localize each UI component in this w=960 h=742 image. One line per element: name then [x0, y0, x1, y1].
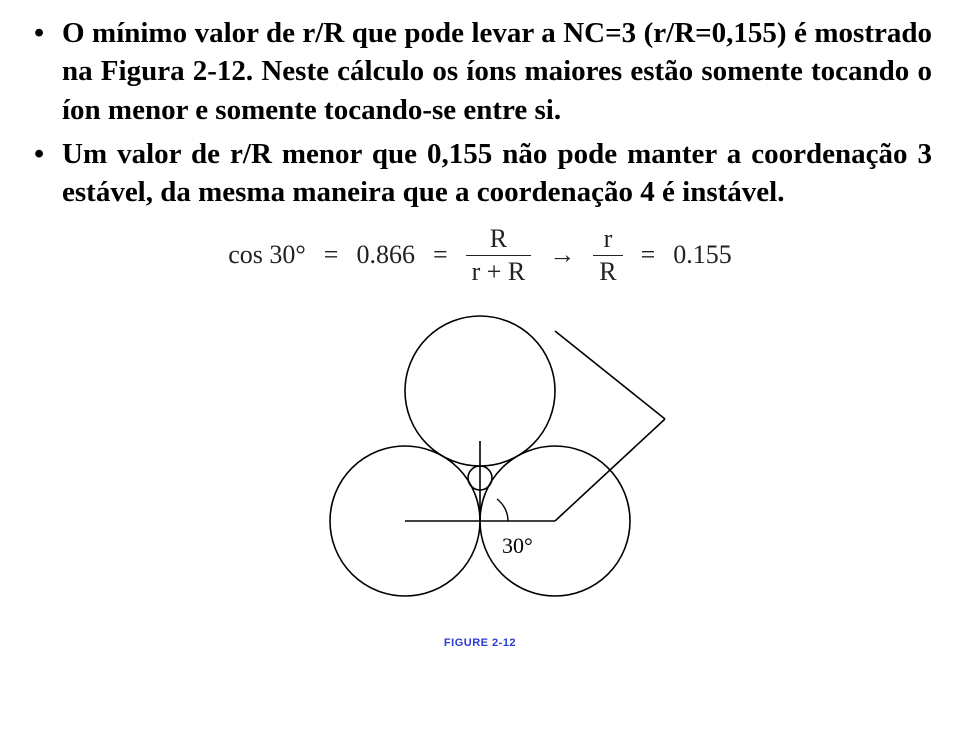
fraction-2-num: r	[598, 225, 619, 252]
equation-block: cos 30° = 0.866 = R r + R → r R = 0.155	[28, 225, 932, 285]
fraction-2: r R	[593, 225, 622, 285]
fraction-1: R r + R	[466, 225, 532, 285]
equation-value: 0.866	[356, 240, 415, 270]
equals-2: =	[433, 240, 448, 270]
angle-label: 30°	[502, 533, 533, 558]
bullet-list: O mínimo valor de r/R que pode levar a N…	[28, 14, 932, 211]
angle-arc	[497, 499, 508, 521]
arrow-icon: →	[549, 240, 575, 270]
equals-1: =	[324, 240, 339, 270]
figure-label: FIGURE 2-12	[444, 637, 516, 649]
fraction-1-num: R	[484, 225, 513, 252]
bullet-item-2: Um valor de r/R menor que 0,155 não pode…	[28, 135, 932, 212]
fraction-2-den: R	[593, 258, 622, 285]
pointer-line-1	[555, 419, 665, 521]
fraction-1-den: r + R	[466, 258, 532, 285]
equation-rhs: 0.155	[673, 240, 732, 270]
equation-lhs: cos 30°	[228, 240, 306, 270]
equals-3: =	[641, 240, 656, 270]
bullet-item-1: O mínimo valor de r/R que pode levar a N…	[28, 14, 932, 129]
pointer-line-2	[555, 331, 665, 419]
geometry-figure: 30° FIGURE 2-12	[245, 291, 715, 661]
